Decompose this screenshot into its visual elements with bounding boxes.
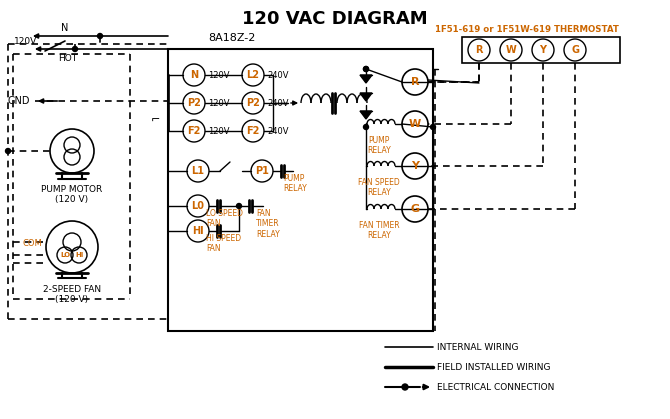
Text: R: R [475, 45, 483, 55]
Polygon shape [360, 93, 372, 101]
Text: N: N [190, 70, 198, 80]
Bar [462, 37, 620, 63]
Text: Y: Y [411, 161, 419, 171]
Text: F2: F2 [188, 126, 201, 136]
Text: PUMP
RELAY: PUMP RELAY [283, 174, 307, 194]
Text: 120V: 120V [208, 127, 230, 135]
Circle shape [98, 34, 103, 39]
Text: PUMP
RELAY: PUMP RELAY [367, 136, 391, 155]
Text: FAN
TIMER
RELAY: FAN TIMER RELAY [256, 209, 280, 239]
Text: ⌐: ⌐ [150, 116, 159, 126]
Text: L0: L0 [192, 201, 204, 211]
Text: 240V: 240V [267, 127, 289, 135]
Text: N: N [62, 23, 69, 33]
Text: 240V: 240V [267, 98, 289, 108]
Circle shape [237, 204, 241, 209]
Text: 120 VAC DIAGRAM: 120 VAC DIAGRAM [242, 10, 428, 28]
Text: INTERNAL WIRING: INTERNAL WIRING [437, 342, 519, 352]
Text: G: G [411, 204, 419, 214]
Text: (120 V): (120 V) [56, 195, 88, 204]
Circle shape [364, 124, 368, 129]
Text: P1: P1 [255, 166, 269, 176]
Polygon shape [360, 75, 372, 83]
Text: L2: L2 [247, 70, 259, 80]
Circle shape [72, 47, 78, 52]
Text: 120V: 120V [208, 70, 230, 80]
Text: ELECTRICAL CONNECTION: ELECTRICAL CONNECTION [437, 383, 554, 391]
Text: Y: Y [539, 45, 547, 55]
Text: R: R [411, 77, 419, 87]
Circle shape [5, 148, 11, 153]
Text: FAN TIMER
RELAY: FAN TIMER RELAY [358, 221, 399, 241]
Text: (120 V): (120 V) [56, 295, 88, 304]
Text: COM: COM [22, 238, 42, 248]
Text: HI: HI [75, 252, 83, 258]
Text: P2: P2 [187, 98, 201, 108]
Text: 120V: 120V [14, 37, 38, 46]
Text: 2-SPEED FAN: 2-SPEED FAN [43, 285, 101, 294]
Text: LO: LO [60, 252, 70, 258]
Circle shape [364, 67, 368, 72]
Text: 240V: 240V [267, 70, 289, 80]
Text: 8A18Z-2: 8A18Z-2 [208, 33, 255, 43]
Text: F2: F2 [247, 126, 260, 136]
Text: P2: P2 [246, 98, 260, 108]
Text: PUMP MOTOR: PUMP MOTOR [42, 185, 103, 194]
Circle shape [364, 67, 368, 72]
Circle shape [402, 384, 408, 390]
Text: LO SPEED
FAN: LO SPEED FAN [206, 209, 243, 228]
Text: HI: HI [192, 226, 204, 236]
Text: L1: L1 [192, 166, 204, 176]
Text: 1F51-619 or 1F51W-619 THERMOSTAT: 1F51-619 or 1F51W-619 THERMOSTAT [435, 24, 619, 34]
Text: HI SPEED
FAN: HI SPEED FAN [206, 234, 241, 253]
Text: 120V: 120V [208, 98, 230, 108]
Text: GND: GND [8, 96, 31, 106]
Text: FIELD INSTALLED WIRING: FIELD INSTALLED WIRING [437, 362, 551, 372]
Text: FAN SPEED
RELAY: FAN SPEED RELAY [358, 178, 400, 197]
Text: G: G [571, 45, 579, 55]
Text: W: W [409, 119, 421, 129]
Bar [168, 49, 433, 331]
Text: W: W [506, 45, 517, 55]
Polygon shape [360, 111, 372, 119]
Circle shape [431, 124, 436, 129]
Text: HOT: HOT [58, 54, 78, 63]
